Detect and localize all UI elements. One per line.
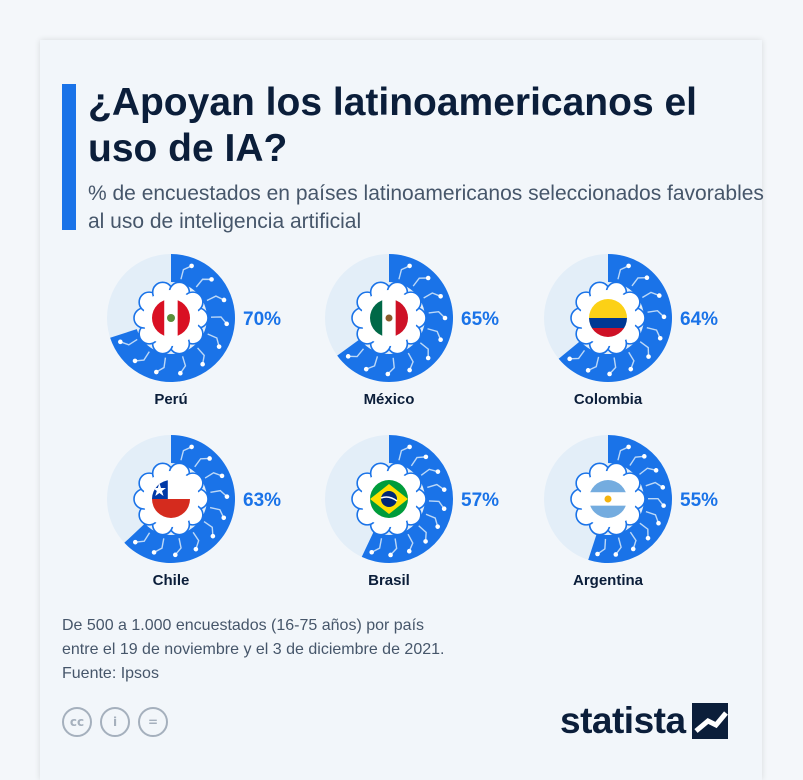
nd-icon[interactable]: = <box>138 707 168 737</box>
country-label: México <box>364 391 415 408</box>
country-label: Brasil <box>368 572 410 589</box>
colombia-flag-icon <box>589 299 627 337</box>
infographic-card <box>40 40 762 780</box>
country-donut: 65% México <box>325 254 499 408</box>
cc-icon[interactable]: cc <box>62 707 92 737</box>
donut-value-arc <box>110 254 235 382</box>
statista-logo[interactable]: statista <box>560 700 728 742</box>
donut-value-arc <box>588 435 672 563</box>
methodology-note: De 500 a 1.000 encuestados (16-75 años) … <box>62 614 582 686</box>
country-donut: 70% Perú <box>107 254 281 408</box>
circuit-lines-icon <box>567 263 667 377</box>
ai-cloud-icon <box>351 281 427 355</box>
circuit-lines-icon <box>345 263 448 377</box>
donut-value-arc <box>337 254 453 383</box>
source-line: Fuente: Ipsos <box>62 665 159 682</box>
chart-subtitle: % de encuestados en países latinoamerica… <box>88 182 764 233</box>
country-donut: 55% Argentina <box>544 435 718 589</box>
country-label: Perú <box>154 391 187 408</box>
percentage-label: 65% <box>461 309 499 330</box>
by-icon[interactable]: i <box>100 707 130 737</box>
country-donut: 57% Brasil <box>325 435 499 589</box>
circuit-lines-icon <box>118 263 229 376</box>
chart-title: ¿Apoyan los latinoamericanos el uso de I… <box>88 81 697 170</box>
country-donut: 64% Colombia <box>544 254 718 408</box>
brand-name: statista <box>560 700 686 741</box>
percentage-label: 64% <box>680 309 718 330</box>
mexico-flag-icon <box>370 299 408 337</box>
note-line-1: De 500 a 1.000 encuestados (16-75 años) … <box>62 617 425 634</box>
donut-value-arc <box>558 254 672 382</box>
circuit-lines-icon <box>595 444 666 557</box>
donut-value-arc <box>124 435 235 563</box>
percentage-label: 55% <box>680 490 718 511</box>
license-icons: cc i = <box>62 707 168 737</box>
accent-bar <box>62 84 76 230</box>
brazil-flag-icon <box>370 480 408 518</box>
country-label: Argentina <box>573 572 644 589</box>
percentage-label: 70% <box>243 309 281 330</box>
percentage-label: 63% <box>243 490 281 511</box>
circuit-lines-icon <box>133 444 230 558</box>
country-donut: 63% Chile <box>107 435 281 589</box>
country-label: Chile <box>153 572 190 589</box>
ai-cloud-icon <box>133 281 209 355</box>
ai-cloud-icon <box>133 462 209 536</box>
donut-value-arc <box>361 435 454 563</box>
argentina-flag-icon <box>589 480 627 518</box>
peru-flag-icon <box>152 299 190 337</box>
statista-mark-icon <box>691 703 728 739</box>
country-label: Colombia <box>574 391 643 408</box>
percentage-label: 57% <box>461 490 499 511</box>
circuit-lines-icon <box>369 444 447 558</box>
note-line-2: entre el 19 de noviembre y el 3 de dicie… <box>62 641 445 658</box>
ai-cloud-icon <box>351 462 427 536</box>
